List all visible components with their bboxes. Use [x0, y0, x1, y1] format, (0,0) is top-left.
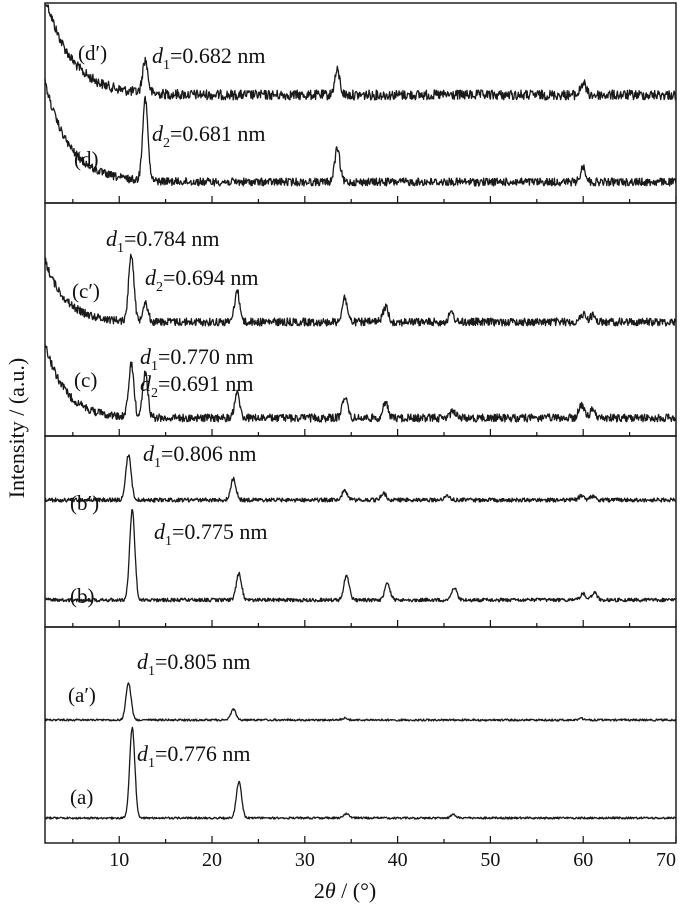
annotation-c-prime-d2: d2=0.694 nm [145, 265, 259, 295]
annotation-a-prime: d1=0.805 nm [137, 649, 251, 679]
series-label-c-prime: (c′) [72, 279, 100, 303]
annotation-c-d1: d1=0.770 nm [140, 344, 254, 374]
annotation-c-prime-d1: d1=0.784 nm [106, 226, 220, 256]
series-line-c [44, 344, 677, 423]
series-label-c: (c) [74, 368, 97, 392]
x-axis-title: 2θ / (°) [314, 878, 376, 903]
series-line-b-prime [44, 454, 677, 503]
series-label-d-prime: (d′) [78, 41, 107, 65]
x-tick-label: 50 [480, 849, 500, 871]
series-line-a [44, 726, 677, 820]
x-tick-label: 70 [656, 849, 676, 871]
traces-group [44, 4, 677, 820]
annotation-d: d2=0.681 nm [152, 121, 266, 151]
series-line-a-prime [44, 682, 677, 722]
x-tick-label: 60 [573, 849, 593, 871]
annotation-b: d1=0.775 nm [154, 519, 268, 549]
x-tick-label: 40 [388, 849, 408, 871]
panel-a-frame [44, 626, 677, 844]
annotation-d-prime: d1=0.682 nm [152, 43, 266, 73]
series-line-c-prime [44, 253, 677, 327]
x-tick-label: 10 [109, 849, 129, 871]
annotation-a: d1=0.776 nm [137, 741, 251, 771]
series-label-b-prime: (b′) [70, 491, 99, 515]
x-tick-label: 30 [295, 849, 315, 871]
series-line-d-prime [44, 4, 677, 101]
x-ticks-group: 10 20 30 40 50 60 70 [72, 196, 677, 871]
series-label-b: (b) [70, 584, 95, 608]
y-axis-title: Intensity / (a.u.) [4, 358, 29, 499]
annotation-b-prime: d1=0.806 nm [143, 441, 257, 471]
series-line-d [44, 78, 677, 187]
annotation-c-d2: d2=0.691 nm [140, 371, 254, 401]
series-label-d: (d) [74, 147, 99, 171]
series-label-a: (a) [70, 785, 93, 809]
series-label-a-prime: (a′) [68, 683, 96, 707]
series-line-b [44, 509, 677, 603]
x-tick-label: 20 [202, 849, 222, 871]
